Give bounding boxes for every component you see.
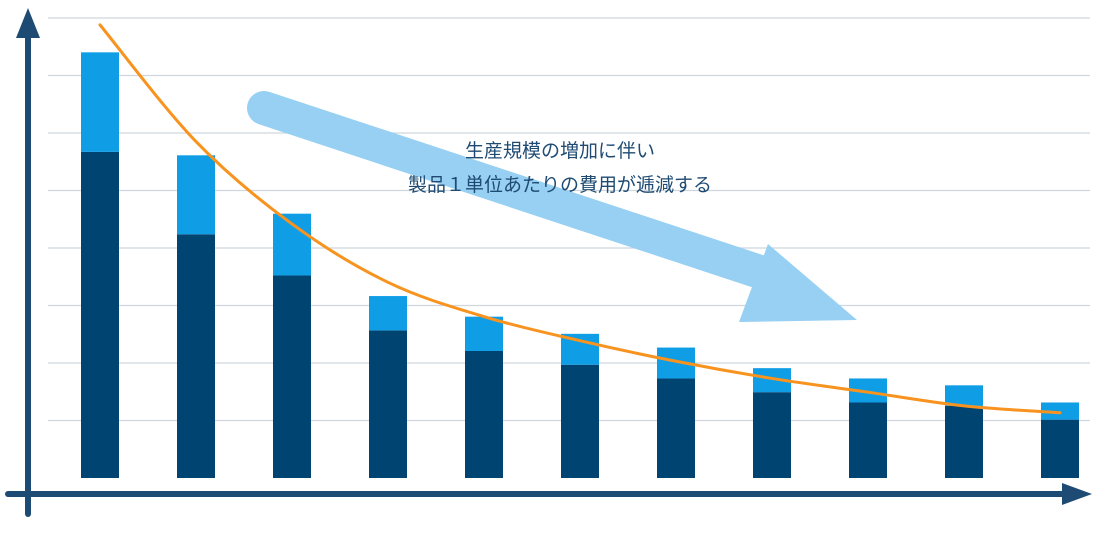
- y-axis-arrow-icon: [16, 8, 40, 38]
- bar-segment-upper: [1041, 402, 1079, 420]
- bar-segment-upper: [369, 296, 407, 331]
- annotation-group: 生産規模の増加に伴い 製品１単位あたりの費用が逓減する: [247, 91, 857, 322]
- trend-line: [98, 23, 1062, 415]
- bar-segment-lower: [657, 378, 695, 478]
- bar-segment-lower: [177, 234, 215, 478]
- bar-segment-lower: [945, 405, 983, 478]
- annotation-line-2: 製品１単位あたりの費用が逓減する: [408, 174, 712, 196]
- bar-segment-lower: [849, 402, 887, 478]
- bar-segment-upper: [81, 52, 119, 152]
- bar-segment-lower: [465, 350, 503, 478]
- bar-segment-lower: [81, 151, 119, 478]
- bar-segment-upper: [177, 155, 215, 235]
- trend-line-group: [98, 23, 1062, 415]
- bar-segment-upper: [945, 385, 983, 406]
- axes-group: [5, 8, 1092, 517]
- bar-segment-lower: [1041, 419, 1079, 478]
- bar-series-group: [81, 52, 1079, 478]
- bar-segment-lower: [369, 330, 407, 478]
- bar-segment-upper: [465, 316, 503, 351]
- gridlines: [48, 17, 1090, 422]
- bar-segment-lower: [273, 275, 311, 478]
- annotation-line-1: 生産規模の増加に伴い: [465, 140, 655, 162]
- annotation-arrow-head: [739, 244, 857, 322]
- annotation-arrow-shaft: [247, 91, 777, 289]
- bar-segment-lower: [753, 392, 791, 478]
- bar-segment-lower: [561, 364, 599, 478]
- x-axis-arrow-icon: [1062, 483, 1092, 505]
